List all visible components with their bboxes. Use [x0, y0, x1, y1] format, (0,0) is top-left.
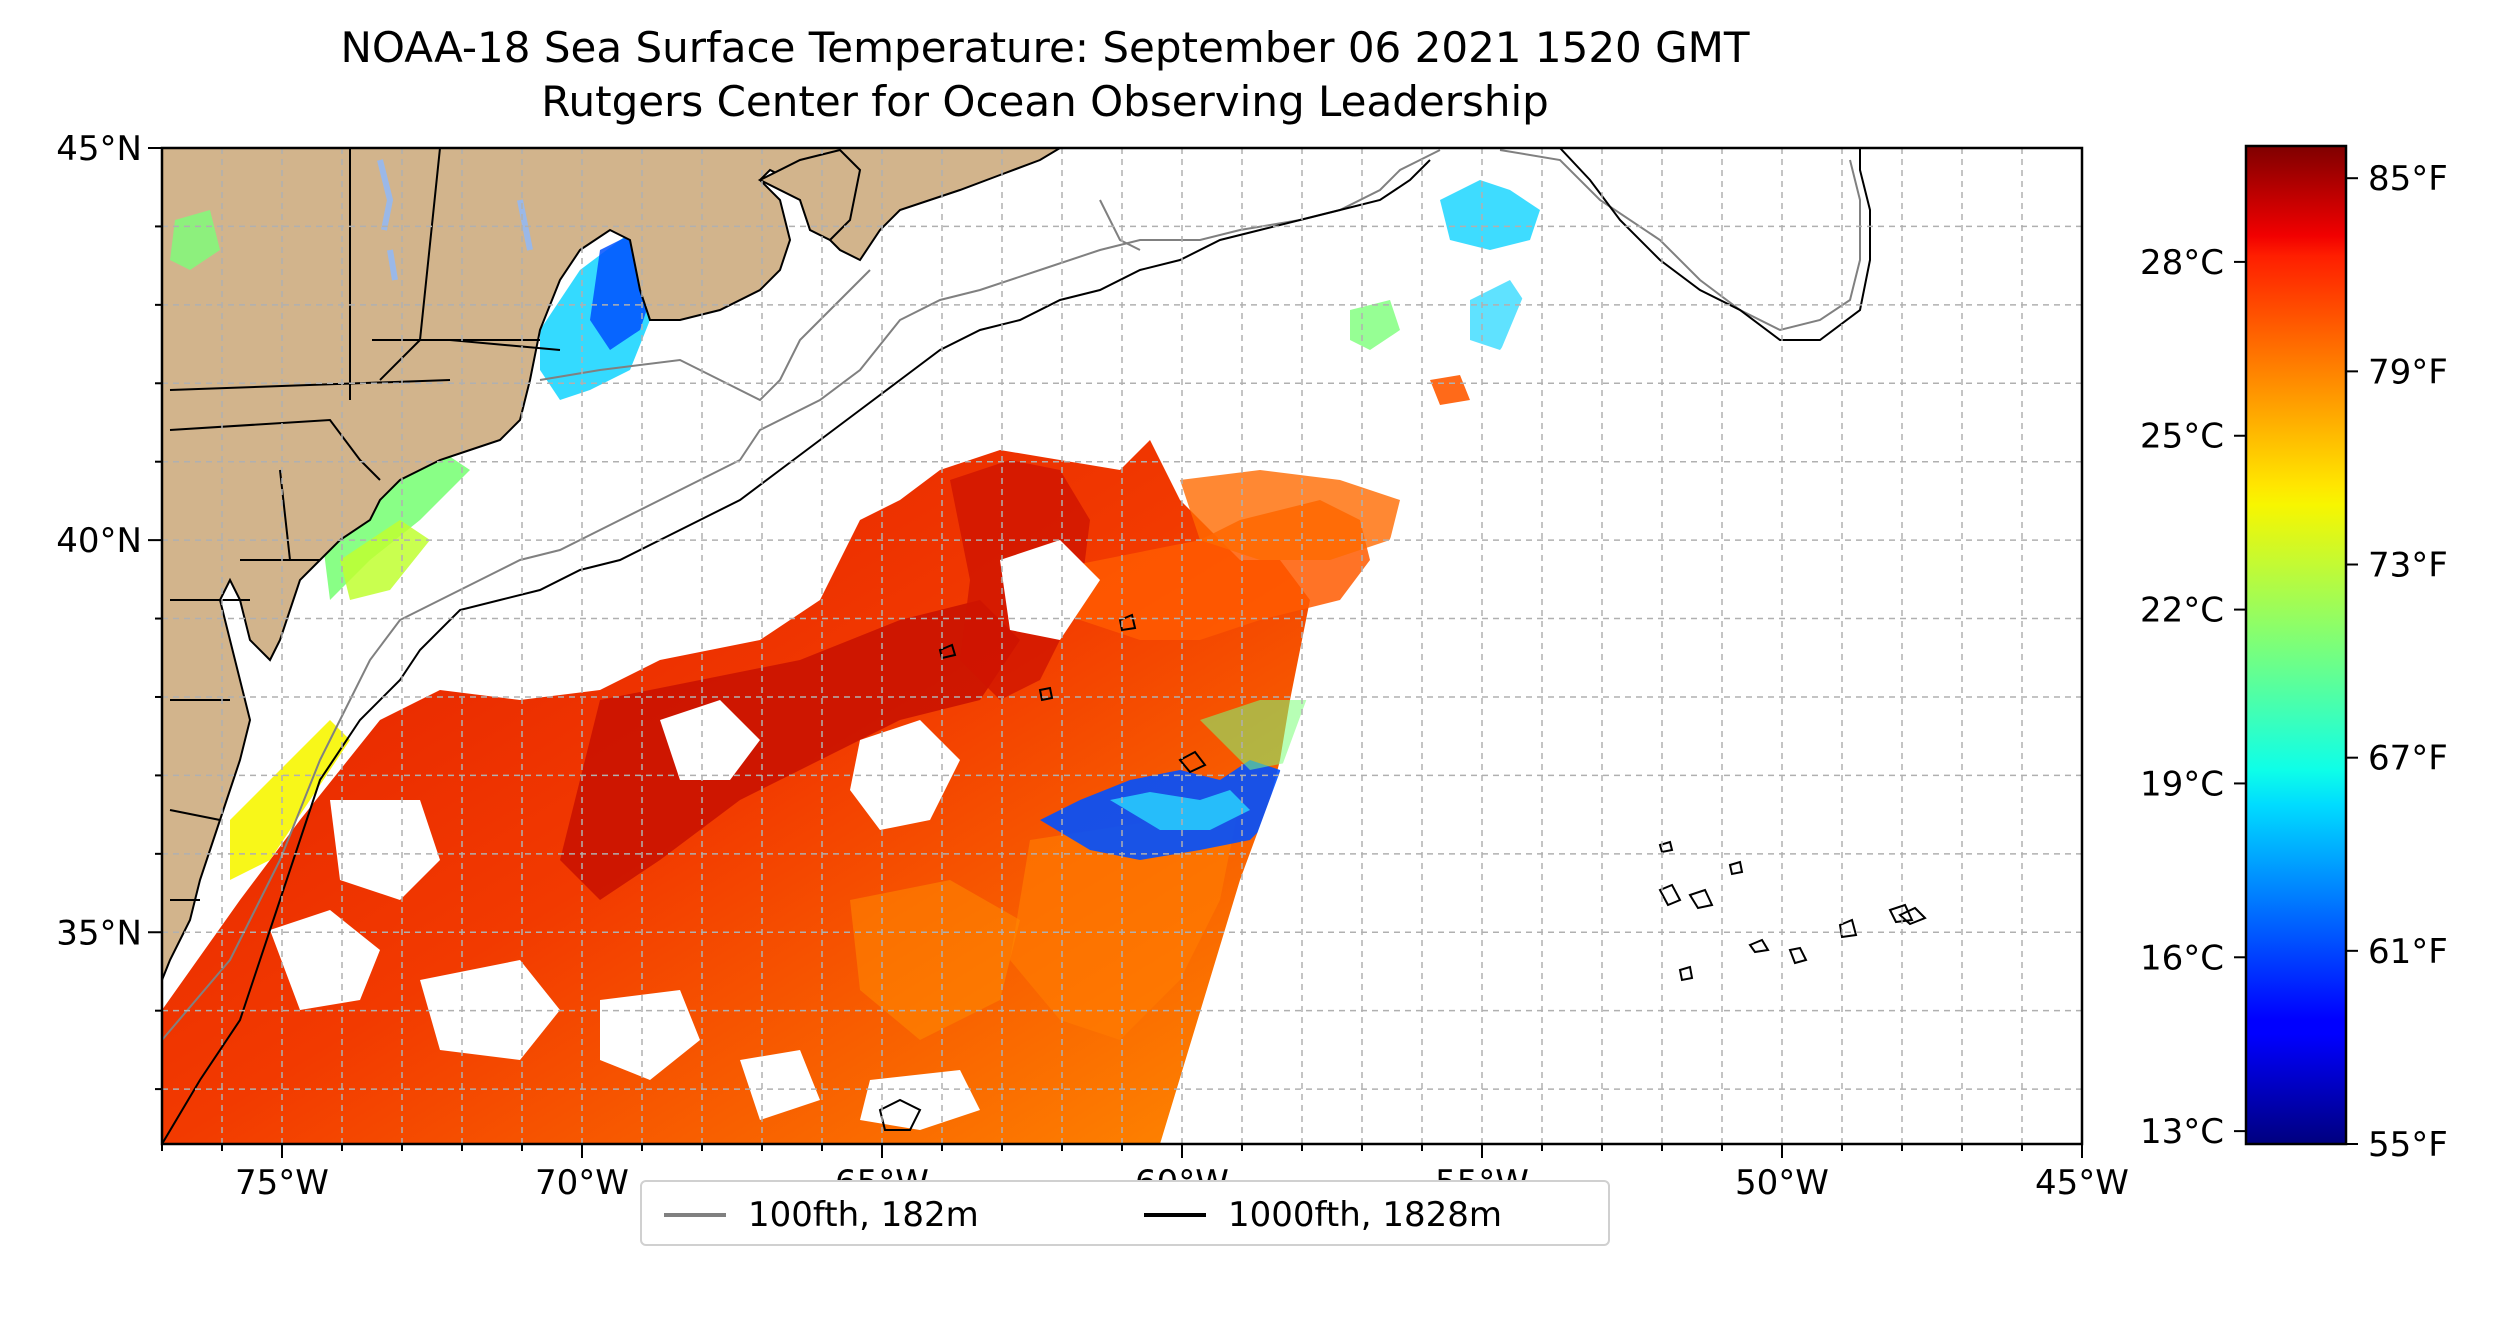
colorbar-f-label: 67°F: [2368, 739, 2448, 779]
colorbar-c-label: 22°C: [2140, 591, 2224, 631]
colorbar-f-label: 73°F: [2368, 546, 2448, 586]
legend-label-100fth: 100fth, 182m: [748, 1195, 979, 1235]
colorbar-f-label: 61°F: [2368, 932, 2448, 972]
x-tick-label: 70°W: [535, 1163, 629, 1203]
bathymetry-1000fth: [162, 148, 1927, 1144]
y-tick-label: 40°N: [56, 521, 142, 561]
land: [162, 148, 1062, 981]
colorbar: 85°F 79°F 73°F 67°F 61°F 55°F 28°C 25°C 22°C 19°C…: [2140, 144, 2448, 1165]
map-legend: 100fth, 182m 1000fth, 1828m: [640, 1180, 1610, 1246]
colorbar-gradient: [2244, 144, 2348, 1146]
legend-swatch-1000fth: [1144, 1213, 1206, 1217]
colorbar-c-label: 16°C: [2140, 938, 2224, 978]
legend-label-1000fth: 1000fth, 1828m: [1228, 1195, 1503, 1235]
colorbar-ticks: 85°F 79°F 73°F 67°F 61°F 55°F 28°C 25°C 22°C 19°C…: [2140, 159, 2448, 1165]
y-tick-label: 45°N: [56, 129, 142, 169]
map-subtitle: Rutgers Center for Ocean Observing Leade…: [541, 77, 1549, 126]
legend-item-100fth: 100fth, 182m: [664, 1192, 979, 1238]
x-tick-label: 75°W: [235, 1163, 329, 1203]
colorbar-f-label: 55°F: [2368, 1125, 2448, 1165]
x-tick-label: 45°W: [2035, 1163, 2129, 1203]
colorbar-f-label: 85°F: [2368, 159, 2448, 199]
colorbar-c-label: 28°C: [2140, 243, 2224, 283]
x-tick-label: 50°W: [1735, 1163, 1829, 1203]
y-tick-label: 35°N: [56, 913, 142, 953]
map-axis-ticks: [148, 147, 2083, 1158]
graticule-grid: [162, 148, 2082, 1144]
map-title: NOAA-18 Sea Surface Temperature: Septemb…: [340, 23, 1750, 72]
map-area: [162, 148, 2082, 1144]
legend-item-1000fth: 1000fth, 1828m: [1144, 1192, 1502, 1238]
legend-swatch-100fth: [664, 1213, 726, 1217]
colorbar-c-label: 13°C: [2140, 1112, 2224, 1152]
colorbar-f-label: 79°F: [2368, 352, 2448, 392]
colorbar-c-label: 19°C: [2140, 764, 2224, 804]
colorbar-c-label: 25°C: [2140, 417, 2224, 457]
